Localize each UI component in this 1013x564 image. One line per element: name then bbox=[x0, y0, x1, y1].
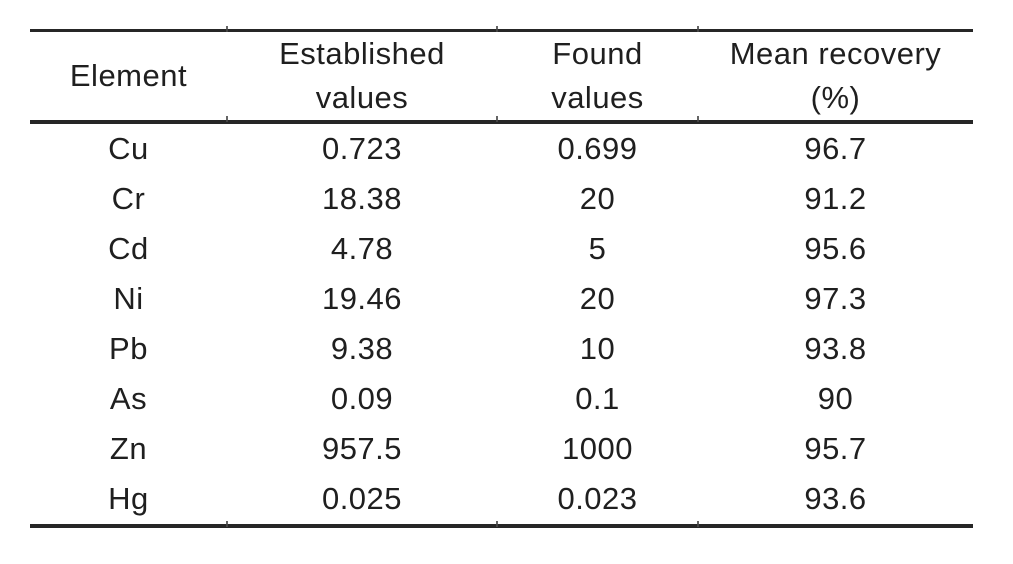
header-line: (%) bbox=[810, 80, 861, 115]
cell-found: 0.023 bbox=[557, 481, 638, 516]
cell-established: 18.38 bbox=[321, 181, 403, 216]
cell-element: Zn bbox=[109, 431, 148, 466]
cell-established: 19.46 bbox=[321, 281, 403, 316]
cell-found: 20 bbox=[579, 281, 616, 316]
column-boundary-tick bbox=[697, 521, 699, 527]
table-row: Zn 957.5 1000 95.7 bbox=[30, 424, 973, 474]
header-line: Established bbox=[279, 36, 445, 71]
cell-found: 0.1 bbox=[575, 381, 620, 416]
column-boundary-tick bbox=[496, 521, 498, 527]
cell-recovery: 95.6 bbox=[804, 231, 867, 266]
cell-element: Cu bbox=[108, 131, 149, 166]
cell-found: 10 bbox=[579, 331, 616, 366]
cell-element: Cr bbox=[111, 181, 146, 216]
cell-element: As bbox=[109, 381, 148, 416]
cell-element: Pb bbox=[109, 331, 148, 366]
column-boundary-tick bbox=[226, 116, 228, 122]
recovery-table: Element Established values Found values … bbox=[30, 29, 973, 528]
table-row: Ni 19.46 20 97.3 bbox=[30, 274, 973, 324]
cell-established: 9.38 bbox=[330, 331, 394, 366]
table-row: Cd 4.78 5 95.6 bbox=[30, 224, 973, 274]
cell-recovery: 95.7 bbox=[804, 431, 867, 466]
cell-recovery: 93.6 bbox=[804, 481, 867, 516]
header-found-values: Found values bbox=[497, 30, 698, 124]
cell-found: 5 bbox=[588, 231, 607, 266]
header-established-values: Established values bbox=[227, 30, 497, 124]
cell-established: 957.5 bbox=[321, 431, 403, 466]
cell-recovery: 93.8 bbox=[804, 331, 867, 366]
header-line: values bbox=[551, 80, 644, 115]
cell-found: 0.699 bbox=[557, 131, 638, 166]
cell-established: 0.025 bbox=[321, 481, 403, 516]
column-boundary-tick bbox=[226, 26, 228, 32]
table-row: As 0.09 0.1 90 bbox=[30, 374, 973, 424]
column-boundary-tick bbox=[697, 116, 699, 122]
cell-established: 0.723 bbox=[321, 131, 403, 166]
column-boundary-tick bbox=[226, 521, 228, 527]
cell-found: 1000 bbox=[562, 431, 633, 466]
header-line: Element bbox=[69, 58, 188, 93]
cell-established: 0.09 bbox=[330, 381, 394, 416]
cell-established: 4.78 bbox=[330, 231, 394, 266]
column-boundary-tick bbox=[496, 116, 498, 122]
header-line: Found bbox=[552, 36, 643, 71]
cell-recovery: 97.3 bbox=[804, 281, 867, 316]
cell-recovery: 90 bbox=[817, 381, 854, 416]
table-row: Cr 18.38 20 91.2 bbox=[30, 174, 973, 224]
table-row: Cu 0.723 0.699 96.7 bbox=[30, 122, 973, 174]
table-row: Hg 0.025 0.023 93.6 bbox=[30, 474, 973, 526]
column-boundary-tick bbox=[697, 26, 699, 32]
cell-element: Hg bbox=[108, 481, 149, 516]
cell-found: 20 bbox=[579, 181, 616, 216]
cell-element: Ni bbox=[113, 281, 144, 316]
header-row: Element Established values Found values … bbox=[30, 30, 973, 124]
column-boundary-tick bbox=[496, 26, 498, 32]
table-row: Pb 9.38 10 93.8 bbox=[30, 324, 973, 374]
header-line: Mean recovery bbox=[729, 36, 942, 71]
cell-recovery: 91.2 bbox=[804, 181, 867, 216]
table-header: Element Established values Found values … bbox=[30, 30, 973, 124]
header-mean-recovery: Mean recovery (%) bbox=[698, 30, 973, 124]
cell-recovery: 96.7 bbox=[804, 131, 867, 166]
table-body: Cu 0.723 0.699 96.7 Cr 18.38 20 91.2 Cd 4.78 5 95.6… bbox=[30, 122, 973, 526]
cell-element: Cd bbox=[108, 231, 149, 266]
header-element: Element bbox=[30, 30, 227, 124]
header-line: values bbox=[315, 80, 409, 115]
